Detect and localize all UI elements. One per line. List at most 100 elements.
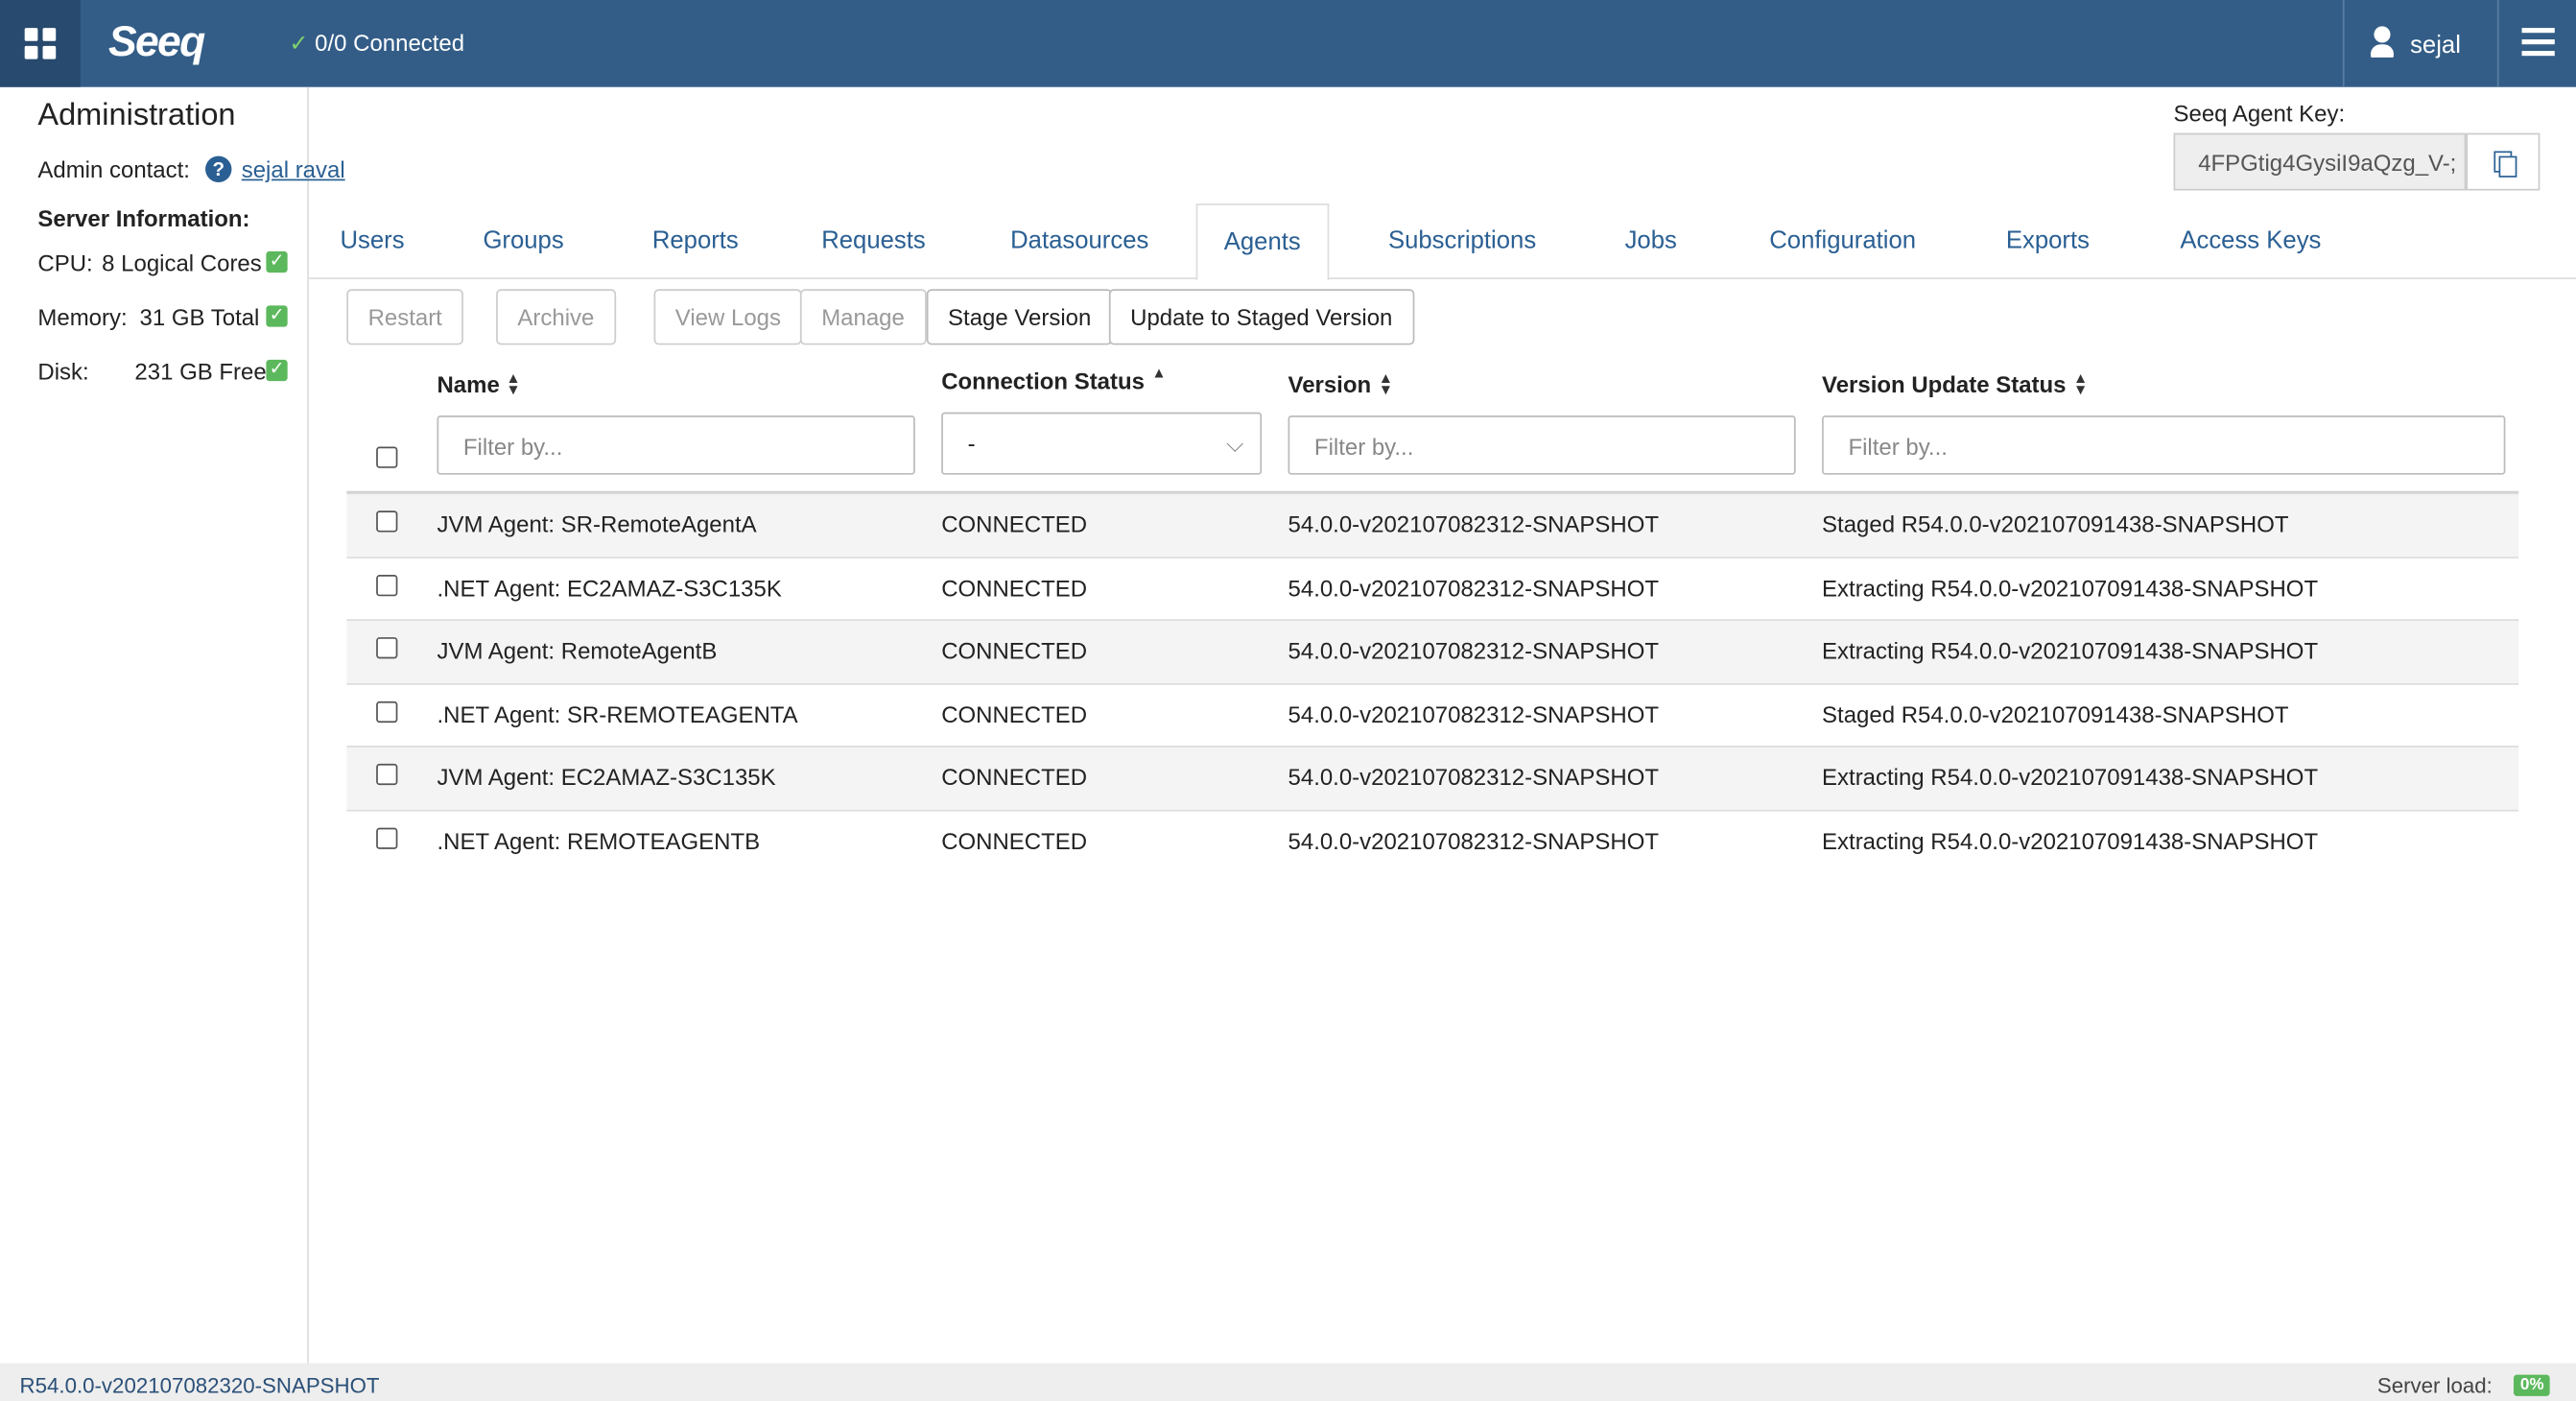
server-info-value: 231 GB Free <box>134 358 267 385</box>
status-ok-icon: ✓ <box>266 305 288 327</box>
user-menu[interactable]: sejal <box>2342 0 2497 87</box>
server-info-value: 31 GB Total <box>139 303 260 331</box>
connection-status: ✓ 0/0 Connected <box>289 29 465 57</box>
connection-text: 0/0 Connected <box>315 29 465 57</box>
toolbar-button: Archive <box>496 289 616 345</box>
server-load-badge: 0% <box>2513 1374 2551 1396</box>
server-info-title: Server Information: <box>37 204 250 232</box>
table-cell: .NET Agent: REMOTEAGENTB <box>437 827 761 855</box>
tab[interactable]: Users <box>340 226 405 255</box>
table-cell: CONNECTED <box>941 827 1088 855</box>
table-cell: Extracting R54.0.0-v202107091438-SNAPSHO… <box>1822 827 2319 855</box>
sidebar <box>0 86 309 1364</box>
server-info-label: Disk: <box>37 358 89 385</box>
table-cell: Extracting R54.0.0-v202107091438-SNAPSHO… <box>1822 574 2319 601</box>
row-checkbox[interactable] <box>376 764 398 786</box>
row-checkbox[interactable] <box>376 827 398 849</box>
filter-input[interactable]: Filter by... <box>1822 416 2506 475</box>
page-title: Administration <box>37 98 236 133</box>
tab[interactable]: Jobs <box>1624 226 1677 255</box>
admin-contact-label: Admin contact: <box>37 155 190 182</box>
sort-icon: ▲ ▼ <box>506 369 521 398</box>
table-row: .NET Agent: REMOTEAGENTB CONNECTED 54.0.0-… <box>346 809 2519 874</box>
table-cell: Extracting R54.0.0-v202107091438-SNAPSHO… <box>1822 764 2319 791</box>
status-ok-icon: ✓ <box>266 250 288 273</box>
table-cell: Staged R54.0.0-v202107091438-SNAPSHOT <box>1822 511 2289 537</box>
copy-button[interactable] <box>2466 132 2541 191</box>
column-header[interactable]: Version Update Status <box>1822 370 2067 398</box>
tab-underline <box>308 277 2576 279</box>
dropdown-arrow: ⌵ <box>1226 430 1244 457</box>
toolbar-button: Manage <box>799 289 927 345</box>
table-cell: .NET Agent: EC2AMAZ-S3C135K <box>437 574 782 601</box>
filter-input[interactable]: Filter by... <box>1288 416 1796 475</box>
toolbar-button[interactable]: Update to Staged Version <box>1108 289 1414 345</box>
status-filter[interactable]: - ⌵ <box>941 412 1263 475</box>
agent-key-label: Seeq Agent Key: <box>2173 100 2346 127</box>
table-cell: JVM Agent: RemoteAgentB <box>437 637 718 664</box>
table-cell: CONNECTED <box>941 700 1088 727</box>
server-info-value: 8 Logical Cores <box>102 249 262 276</box>
tab[interactable]: Requests <box>821 226 926 255</box>
tab[interactable]: Reports <box>651 226 739 255</box>
tab[interactable]: Datasources <box>1010 226 1149 255</box>
table-cell: Staged R54.0.0-v202107091438-SNAPSHOT <box>1822 700 2289 727</box>
table-cell: 54.0.0-v202107082312-SNAPSHOT <box>1288 511 1660 537</box>
tab[interactable]: Configuration <box>1769 226 1917 255</box>
table-cell: CONNECTED <box>941 511 1088 537</box>
table-cell: Extracting R54.0.0-v202107091438-SNAPSHO… <box>1822 637 2319 664</box>
table-cell: 54.0.0-v202107082312-SNAPSHOT <box>1288 764 1660 791</box>
table-cell: CONNECTED <box>941 764 1088 791</box>
sort-icon: ▲ ▼ <box>2073 369 2089 398</box>
tab[interactable]: Agents <box>1195 203 1329 281</box>
row-checkbox[interactable] <box>376 511 398 533</box>
table-row: .NET Agent: SR-REMOTEAGENTA CONNECTED 54.0… <box>346 682 2519 748</box>
row-checkbox[interactable] <box>376 637 398 659</box>
filter-input[interactable]: Filter by... <box>437 416 915 475</box>
select-all-checkbox[interactable] <box>376 446 398 468</box>
table-cell: CONNECTED <box>941 637 1088 664</box>
tab[interactable]: Groups <box>483 226 564 255</box>
row-checkbox[interactable] <box>376 700 398 723</box>
top-bar: Seeq ✓ 0/0 Connected sejal <box>0 0 2576 87</box>
column-header[interactable]: Version <box>1288 370 1372 398</box>
table-cell: 54.0.0-v202107082312-SNAPSHOT <box>1288 827 1660 855</box>
table-row: .NET Agent: EC2AMAZ-S3C135K CONNECTED 54.0… <box>346 556 2519 621</box>
server-load-label: Server load: <box>2376 1372 2493 1398</box>
sort-icon: ▲ <box>1151 364 1167 382</box>
tab[interactable]: Subscriptions <box>1387 226 1537 255</box>
tab[interactable]: Exports <box>2005 226 2090 255</box>
row-checkbox[interactable] <box>376 574 398 596</box>
hamburger-menu[interactable] <box>2496 0 2576 87</box>
user-icon <box>2370 26 2394 58</box>
footer: R54.0.0-v202107082320-SNAPSHOT Server lo… <box>0 1363 2576 1401</box>
toolbar-button: View Logs <box>653 289 803 345</box>
status-ok-icon: ✓ <box>266 359 288 382</box>
table-row: JVM Agent: RemoteAgentB CONNECTED 54.0.0-v… <box>346 619 2519 684</box>
table-cell: JVM Agent: SR-RemoteAgentA <box>437 511 757 537</box>
app-menu-button[interactable] <box>0 0 81 87</box>
column-header[interactable]: Connection Status <box>941 368 1145 394</box>
admin-contact-link[interactable]: sejal raval <box>241 155 345 182</box>
help-icon[interactable]: ? <box>205 155 232 182</box>
tab[interactable]: Access Keys <box>2180 226 2322 255</box>
table-row: JVM Agent: SR-RemoteAgentA CONNECTED 54.0.… <box>346 492 2519 558</box>
logo: Seeq <box>108 16 205 66</box>
toolbar-button: Restart <box>346 289 464 345</box>
table-row: JVM Agent: EC2AMAZ-S3C135K CONNECTED 54.0.… <box>346 746 2519 811</box>
table-cell: .NET Agent: SR-REMOTEAGENTA <box>437 700 798 727</box>
agent-key-field[interactable]: 4FPGtig4GysiI9aQzg_V-; <box>2173 132 2467 191</box>
version-text: R54.0.0-v202107082320-SNAPSHOT <box>19 1372 380 1398</box>
column-header[interactable]: Name <box>437 370 500 398</box>
sort-icon: ▲ ▼ <box>1378 369 1393 398</box>
table-cell: JVM Agent: EC2AMAZ-S3C135K <box>437 764 776 791</box>
toolbar-button[interactable]: Stage Version <box>926 289 1113 345</box>
table-cell: 54.0.0-v202107082312-SNAPSHOT <box>1288 700 1660 727</box>
server-info-label: CPU: <box>37 249 93 276</box>
table-cell: 54.0.0-v202107082312-SNAPSHOT <box>1288 574 1660 601</box>
table-cell: 54.0.0-v202107082312-SNAPSHOT <box>1288 637 1660 664</box>
user-name: sejal <box>2410 31 2461 59</box>
server-info-label: Memory: <box>37 303 128 331</box>
table-cell: CONNECTED <box>941 574 1088 601</box>
